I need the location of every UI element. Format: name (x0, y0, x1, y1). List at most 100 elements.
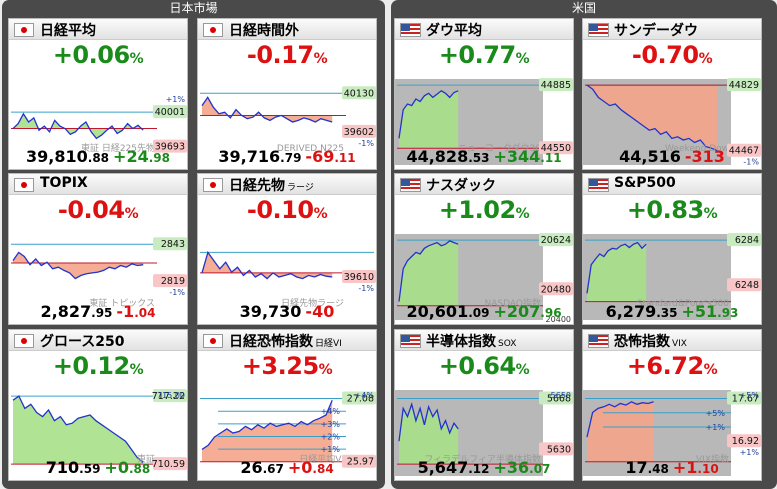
price-main: 5,647 (417, 458, 469, 477)
index-card-dow-sunday[interactable]: サンデーダウ -0.70% Weekend Dow 44829 44467 -1% 44,5… (582, 18, 762, 170)
low-level-label-text: 710.59 (152, 459, 185, 470)
mini-chart: +4% +3% +2% +1%日経平均VI 27.08 25.97 +4% (200, 391, 376, 468)
card-header: ナスダック (395, 174, 573, 195)
card-subtitle: ラージ (287, 183, 314, 193)
percent-change: +0.06% (9, 41, 187, 69)
low-level-label-text: 6248 (735, 280, 759, 291)
index-card-topix[interactable]: TOPIX -0.04% 東証 トピックス 2843 2819 -1% 2,827.95 -1… (8, 173, 188, 325)
price-row: 44,516 -313 (583, 147, 761, 166)
price-decimal: .12 (468, 462, 490, 476)
high-level-label: 44829 (727, 78, 761, 92)
high-level-label: 17.67 (727, 391, 761, 405)
price-line (201, 96, 333, 123)
card-header: グロース250 (9, 330, 187, 351)
mini-chart: ニューヨークダウ30 44885 44550 (395, 78, 573, 165)
upper-pct-label: +4% (355, 391, 375, 400)
price-main: 39,810 (26, 147, 88, 166)
low-level-label-bg (727, 278, 761, 292)
card-title-text: グロース250 (40, 334, 125, 350)
price-line (12, 112, 144, 140)
low-level-label-bg (539, 141, 573, 155)
percent-change: -0.17% (198, 41, 376, 69)
high-level-label: 5668 (539, 391, 573, 405)
high-level-label-bg (727, 233, 761, 247)
japan-flag-icon (14, 178, 34, 192)
percent-unit: % (313, 206, 328, 222)
chart-watermark: 東証 (137, 453, 155, 465)
high-level-label: 2843 (153, 237, 187, 251)
card-title: TOPIX (40, 175, 88, 191)
high-level-label-bg (727, 78, 761, 92)
low-level-label: 16.92 (727, 434, 761, 448)
chart-area (13, 113, 144, 139)
change-main: +0 (104, 458, 129, 477)
index-card-dow[interactable]: ダウ平均 +0.77% ニューヨークダウ30 44885 44550 44,828.53 +… (394, 18, 574, 170)
chart-watermark: DERIVED N225 (277, 144, 344, 154)
low-level-label: 25.97 (342, 454, 376, 468)
high-level-label: 717.22 (152, 389, 187, 403)
card-header: サンデーダウ (583, 19, 761, 40)
percent-unit: % (703, 206, 718, 222)
price-change: +36.07 (493, 458, 550, 477)
upper-pct-label: +5% (740, 391, 760, 400)
chart-area (399, 240, 459, 306)
card-title-text: サンデーダウ (614, 23, 698, 39)
percent-value: +0.06 (52, 41, 130, 69)
price-row: 710.59 +0.88 (9, 458, 187, 477)
high-level-label-bg (539, 78, 573, 92)
card-title: S&P500 (614, 175, 676, 191)
percent-unit: % (129, 51, 144, 67)
price-row: 6,279.35 +51.93 (583, 302, 761, 321)
low-level-label-bg (539, 442, 573, 456)
high-level-label-bg (153, 105, 187, 119)
index-card-nikkei-futures[interactable]: 日経先物 ラージ -0.10% 日経先物ラージ 39610 -1% 39,730 -40 (197, 173, 377, 325)
japan-market-title: 日本市場 (169, 1, 218, 15)
price-line (398, 402, 459, 442)
index-card-sp500[interactable]: S&P500 +0.83% Standard&Poor's500 6284 6248 6,… (582, 173, 762, 325)
low-level-label-text: 16.92 (732, 436, 759, 447)
percent-value: -0.10 (246, 196, 314, 224)
index-card-nikkei-after[interactable]: 日経時間外 -0.17% DERIVED N225 40130 39602 -1% 39,7… (197, 18, 377, 170)
price-line (12, 395, 144, 464)
card-title-text: ダウ平均 (426, 23, 482, 39)
card-title: 半導体指数 SOX (426, 331, 516, 351)
high-level-label: 40130 (342, 86, 376, 100)
high-level-label-bg (539, 233, 573, 247)
change-main: -40 (305, 302, 335, 321)
card-header: S&P500 (583, 174, 761, 195)
card-title-text: 日経先物 (229, 178, 285, 194)
chart-area (202, 400, 333, 462)
price-decimal: .88 (87, 151, 110, 165)
chart-watermark: Weekend Dow (665, 144, 729, 154)
card-header: 恐怖指数 VIX (583, 330, 761, 351)
percent-change: +0.77% (395, 41, 573, 69)
card-header: ダウ平均 (395, 19, 573, 40)
upper-pct-label: +1% (166, 95, 186, 104)
price-change: -313 (685, 147, 725, 166)
price-line (398, 240, 459, 302)
card-title-text: 恐怖指数 (614, 334, 670, 350)
price-change: +24.98 (113, 147, 170, 166)
low-level-label-bg (727, 434, 761, 448)
price-change: -1.04 (116, 302, 155, 321)
chart-watermark: 東証 トピックス (89, 297, 155, 309)
price-line (586, 401, 654, 438)
lower-pct-label: -1% (358, 139, 374, 148)
percent-unit: % (129, 362, 144, 378)
card-title-text: 日経時間外 (229, 23, 299, 39)
change-decimal: .11 (540, 151, 562, 165)
index-card-growth250[interactable]: グロース250 +0.12% 東証 717.22 710.59 715.00 710.59 +… (8, 329, 188, 481)
chart-watermark: 東証 日経225先物 (81, 142, 155, 154)
price-line (201, 399, 333, 450)
index-card-vix[interactable]: 恐怖指数 VIX +6.72% +5% +1% VIX指数 17.67 16.92 +5% +1%… (582, 329, 762, 481)
index-card-nikkei[interactable]: 日経平均 +0.06% 東証 日経225先物 40001 39693 +1% 39,810.… (8, 18, 188, 170)
index-card-sox[interactable]: 半導体指数 SOX +0.64% フィラデルフィア半導体指数 5668 5630 5650 5… (394, 329, 574, 481)
index-card-nikkei-vi[interactable]: 日経恐怖指数 日経VI +3.25% +4% +3% +2% +1% 日経平均VI 27.08 2… (197, 329, 377, 481)
low-level-label: 39610 (342, 270, 376, 283)
step-level-label: +5% (706, 409, 726, 418)
high-level-label-bg (342, 391, 376, 405)
index-card-nasdaq[interactable]: ナスダック +1.02% NASDAQ指数 20624 20480 20400 20,601… (394, 173, 574, 325)
lower-pct-label: -1% (358, 284, 374, 293)
high-level-label-bg (539, 391, 573, 405)
change-decimal: .07 (529, 462, 551, 476)
